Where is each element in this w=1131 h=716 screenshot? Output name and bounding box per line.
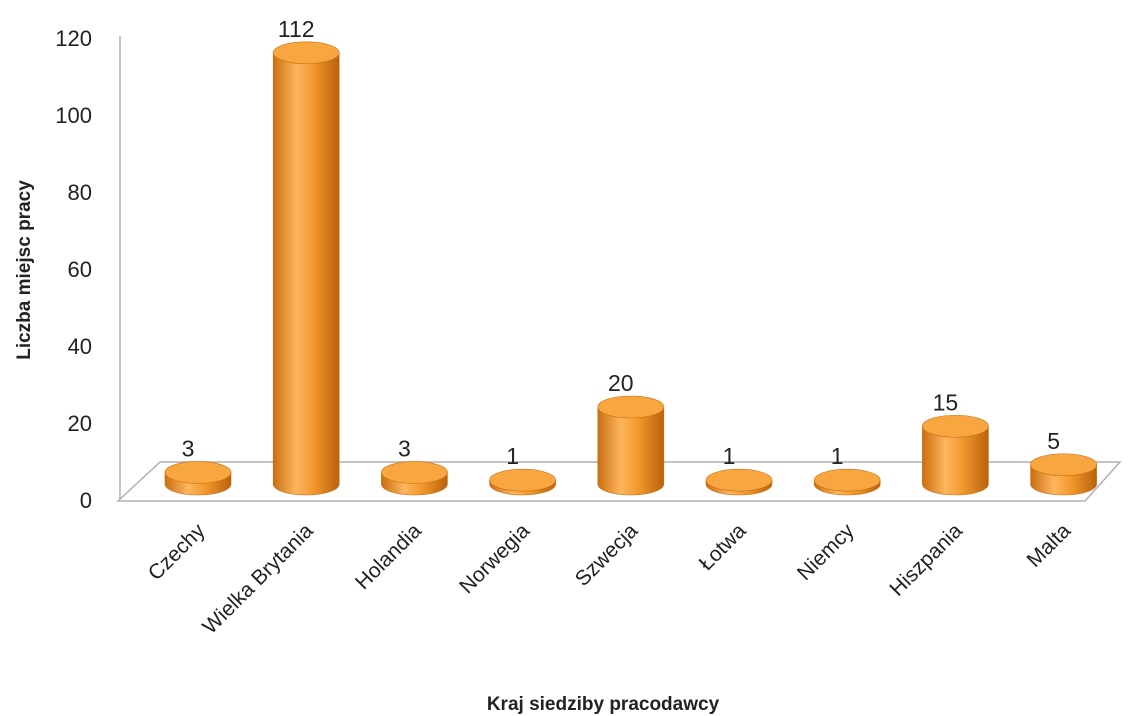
bar-body xyxy=(922,425,989,496)
y-tick-label: 80 xyxy=(68,180,92,205)
bar xyxy=(813,468,881,496)
data-label: 1 xyxy=(723,443,736,469)
x-tick-label: Łotwa xyxy=(695,519,751,575)
bar-top xyxy=(272,41,340,65)
x-tick-label: Szwecja xyxy=(571,519,643,591)
y-tick-label: 60 xyxy=(68,257,92,282)
x-tick-label: Niemcy xyxy=(793,519,859,585)
bar-top xyxy=(1030,453,1097,477)
x-tick-label: Norwegia xyxy=(455,519,534,598)
bar-top xyxy=(164,461,232,484)
data-label: 112 xyxy=(278,16,315,42)
data-label: 3 xyxy=(182,435,195,461)
bar xyxy=(597,395,665,496)
bar xyxy=(1030,453,1097,496)
bar xyxy=(922,414,989,496)
bar-top xyxy=(597,395,665,419)
bar-body xyxy=(272,52,340,496)
bar-top xyxy=(489,468,556,492)
y-tick-label: 100 xyxy=(55,103,92,128)
y-axis-title: Liczba miejsc pracy xyxy=(14,180,35,360)
data-label: 1 xyxy=(506,443,519,469)
bar-top xyxy=(381,461,448,484)
data-label: 20 xyxy=(608,370,634,396)
bar-top xyxy=(813,468,881,492)
x-tick-label: Wielka Brytania xyxy=(198,519,318,639)
x-tick-label: Malta xyxy=(1023,519,1076,572)
bar xyxy=(164,461,232,496)
x-tick-label: Hiszpania xyxy=(885,519,967,601)
bar xyxy=(489,468,556,496)
y-tick-label: 20 xyxy=(68,411,92,436)
x-tick-label: Czechy xyxy=(144,519,210,585)
data-label: 5 xyxy=(1047,428,1060,454)
data-label: 3 xyxy=(398,435,411,461)
data-label: 15 xyxy=(933,389,959,415)
x-tick-label: Holandia xyxy=(351,519,426,594)
bar xyxy=(272,41,340,496)
bar-top xyxy=(922,414,989,438)
bar-top xyxy=(705,468,773,492)
y-tick-label: 0 xyxy=(80,488,92,513)
bar xyxy=(705,468,773,496)
bars xyxy=(164,41,1097,496)
y-tick-label: 40 xyxy=(68,334,92,359)
bar xyxy=(381,461,448,496)
x-axis-title: Kraj siedziby pracodawcy xyxy=(487,694,720,715)
data-label: 1 xyxy=(831,443,844,469)
y-tick-label: 120 xyxy=(55,26,92,51)
bar-body xyxy=(597,406,665,496)
